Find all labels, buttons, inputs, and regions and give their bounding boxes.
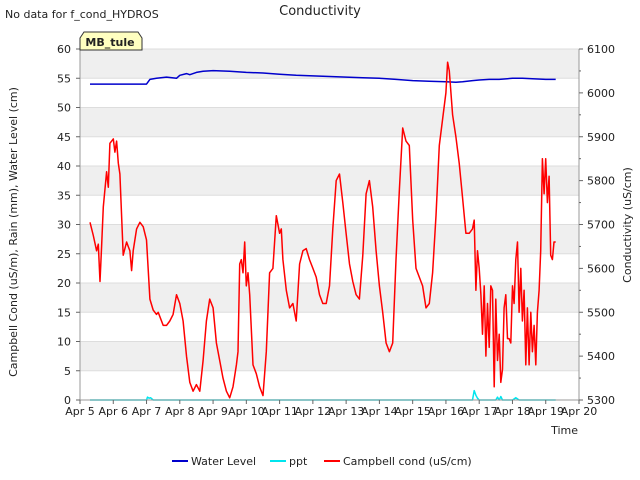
y2-axis-label: Conductivity (uS/cm) (621, 167, 634, 283)
chart-title: Conductivity (279, 4, 361, 19)
y2-tick-label: 5400 (587, 350, 615, 363)
y-tick-label: 60 (57, 43, 71, 56)
y-tick-label: 20 (57, 277, 71, 290)
x-tick-label: Apr 19 (527, 405, 564, 418)
x-tick-label: Apr 12 (295, 405, 332, 418)
x-tick-label: Apr 18 (494, 405, 531, 418)
grid-band (80, 166, 579, 196)
grid-band (80, 341, 579, 371)
y2-axis-ticks: 5300 5400 5500 5600 5700 5800 5900 6000 6100 (579, 43, 615, 407)
y-axis-ticks: 0 5 10 15 20 25 30 35 40 45 50 55 60 (57, 43, 80, 407)
x-tick-label: Apr 6 (99, 405, 129, 418)
y-tick-label: 15 (57, 306, 71, 319)
y2-tick-label: 5800 (587, 175, 615, 188)
y-axis-label: Campbell Cond (uS/m), Rain (mm), Water L… (7, 87, 20, 377)
y2-tick-label: 5300 (587, 394, 615, 407)
x-tick-label: Apr 11 (261, 405, 298, 418)
y-tick-label: 35 (57, 189, 71, 202)
y2-tick-label: 5900 (587, 131, 615, 144)
x-tick-label: Apr 16 (428, 405, 465, 418)
y2-tick-label: 6000 (587, 87, 615, 100)
x-axis-label: Time (550, 424, 578, 437)
y-tick-label: 10 (57, 336, 71, 349)
y2-tick-label: 5600 (587, 262, 615, 275)
y-tick-label: 55 (57, 72, 71, 85)
legend: Water Level ppt Campbell cond (uS/cm) (172, 455, 472, 468)
water-level-line (90, 69, 556, 85)
y2-tick-label: 5500 (587, 306, 615, 319)
x-tick-label: Apr 15 (394, 405, 431, 418)
grid-band (80, 224, 579, 254)
legend-label: ppt (289, 455, 308, 468)
x-tick-label: Apr 7 (132, 405, 162, 418)
y2-tick-label: 6100 (587, 43, 615, 56)
legend-label: Campbell cond (uS/cm) (343, 455, 472, 468)
y-tick-label: 40 (57, 160, 71, 173)
x-tick-label: Apr 8 (165, 405, 195, 418)
site-tag: MB_tule (79, 31, 143, 51)
y-tick-label: 0 (64, 394, 71, 407)
x-tick-label: Apr 13 (328, 405, 365, 418)
x-tick-label: Apr 14 (361, 405, 398, 418)
campbell-cond-line (89, 61, 556, 399)
no-data-notice: No data for f_cond_HYDROS (5, 8, 159, 21)
y-tick-label: 45 (57, 131, 71, 144)
x-tick-label: Apr 9 (198, 405, 228, 418)
y-tick-label: 5 (64, 365, 71, 378)
y-tick-label: 25 (57, 248, 71, 261)
legend-label: Water Level (191, 455, 256, 468)
x-tick-label: Apr 17 (461, 405, 498, 418)
x-tick-label: Apr 20 (561, 405, 598, 418)
x-tick-label: Apr 5 (65, 405, 95, 418)
site-tag-label: MB_tule (85, 36, 134, 49)
grid-band (80, 49, 579, 79)
x-tick-label: Apr 10 (228, 405, 265, 418)
y-tick-label: 50 (57, 102, 71, 115)
grid-band (80, 107, 579, 137)
y2-tick-label: 5700 (587, 219, 615, 232)
y-tick-label: 30 (57, 219, 71, 232)
